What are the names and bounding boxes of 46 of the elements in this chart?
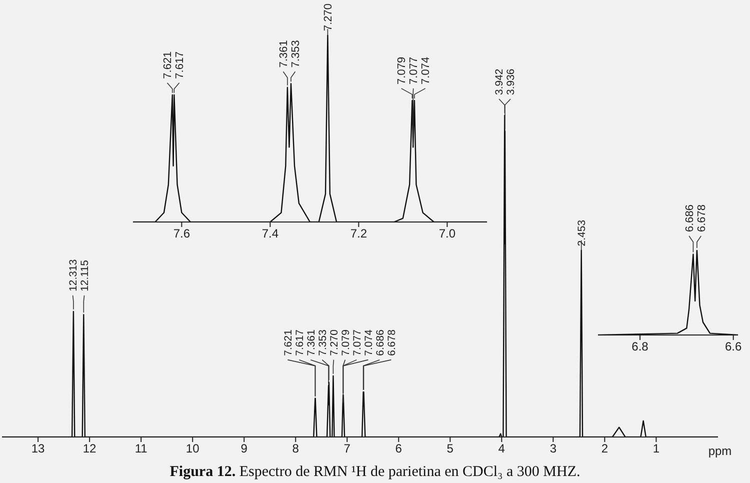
annotation: 7.617 — [294, 329, 306, 356]
annotation: 6.678 — [386, 329, 398, 356]
x-tick-label: 7.2 — [350, 226, 368, 241]
annotation: 7.074 — [420, 56, 432, 84]
x-tick-label: 11 — [134, 442, 148, 456]
x-tick-label: 9 — [240, 442, 248, 456]
x-tick-label: 7.4 — [262, 226, 279, 241]
x-tick-label: 3 — [550, 442, 557, 456]
x-tick-label: 5 — [446, 442, 454, 456]
annotation: 3.936 — [505, 68, 518, 95]
text: Figura 12. Espectro de RMN ¹H de parietina en CDCl₃ a 300 MHZ. — [168, 464, 582, 481]
x-tick-label: 6 — [395, 442, 402, 456]
annotation: 7.074 — [362, 329, 375, 356]
x-tick-label: 2 — [601, 442, 608, 456]
x-tick-label: 10 — [186, 442, 200, 456]
annotation: 7.617 — [174, 51, 186, 79]
annotation: 7.079 — [340, 329, 352, 356]
annotation: 2.453 — [576, 220, 588, 246]
annotation: 6.686 — [374, 329, 386, 356]
x-tick-label: 7.6 — [173, 226, 190, 241]
annotation: 6.678 — [696, 204, 708, 232]
annotation: 7.077 — [408, 56, 420, 84]
x-tick-label: 8 — [292, 442, 300, 456]
annotation: 7.361 — [278, 40, 290, 68]
x-tick-label: 6.6 — [724, 340, 742, 354]
annotation: 7.353 — [290, 40, 302, 68]
annotation: 7.353 — [316, 329, 329, 356]
annotation: 7.077 — [351, 329, 364, 356]
x-tick-label: 4 — [498, 442, 506, 456]
x-tick-label: 6.8 — [632, 340, 649, 354]
annotation: 3.942 — [494, 68, 506, 95]
x-tick-label: 12 — [82, 442, 97, 456]
annotation: 7.621 — [162, 51, 174, 79]
x-tick-label: 7.0 — [438, 226, 456, 241]
x-tick-label: 7 — [344, 442, 351, 456]
annotation: 7.361 — [305, 329, 318, 356]
annotation: 7.079 — [396, 56, 408, 84]
x-axis-title: ppm — [708, 444, 732, 458]
annotation: 7.621 — [282, 329, 294, 356]
annotation: 7.270 — [328, 329, 340, 356]
annotation: 12.313 — [67, 259, 80, 292]
annotation: 12.115 — [78, 260, 91, 292]
annotation: 6.686 — [684, 204, 696, 232]
x-tick-label: 1 — [652, 442, 660, 456]
x-tick-label: 13 — [31, 442, 46, 456]
annotation: 7.270 — [322, 3, 335, 31]
